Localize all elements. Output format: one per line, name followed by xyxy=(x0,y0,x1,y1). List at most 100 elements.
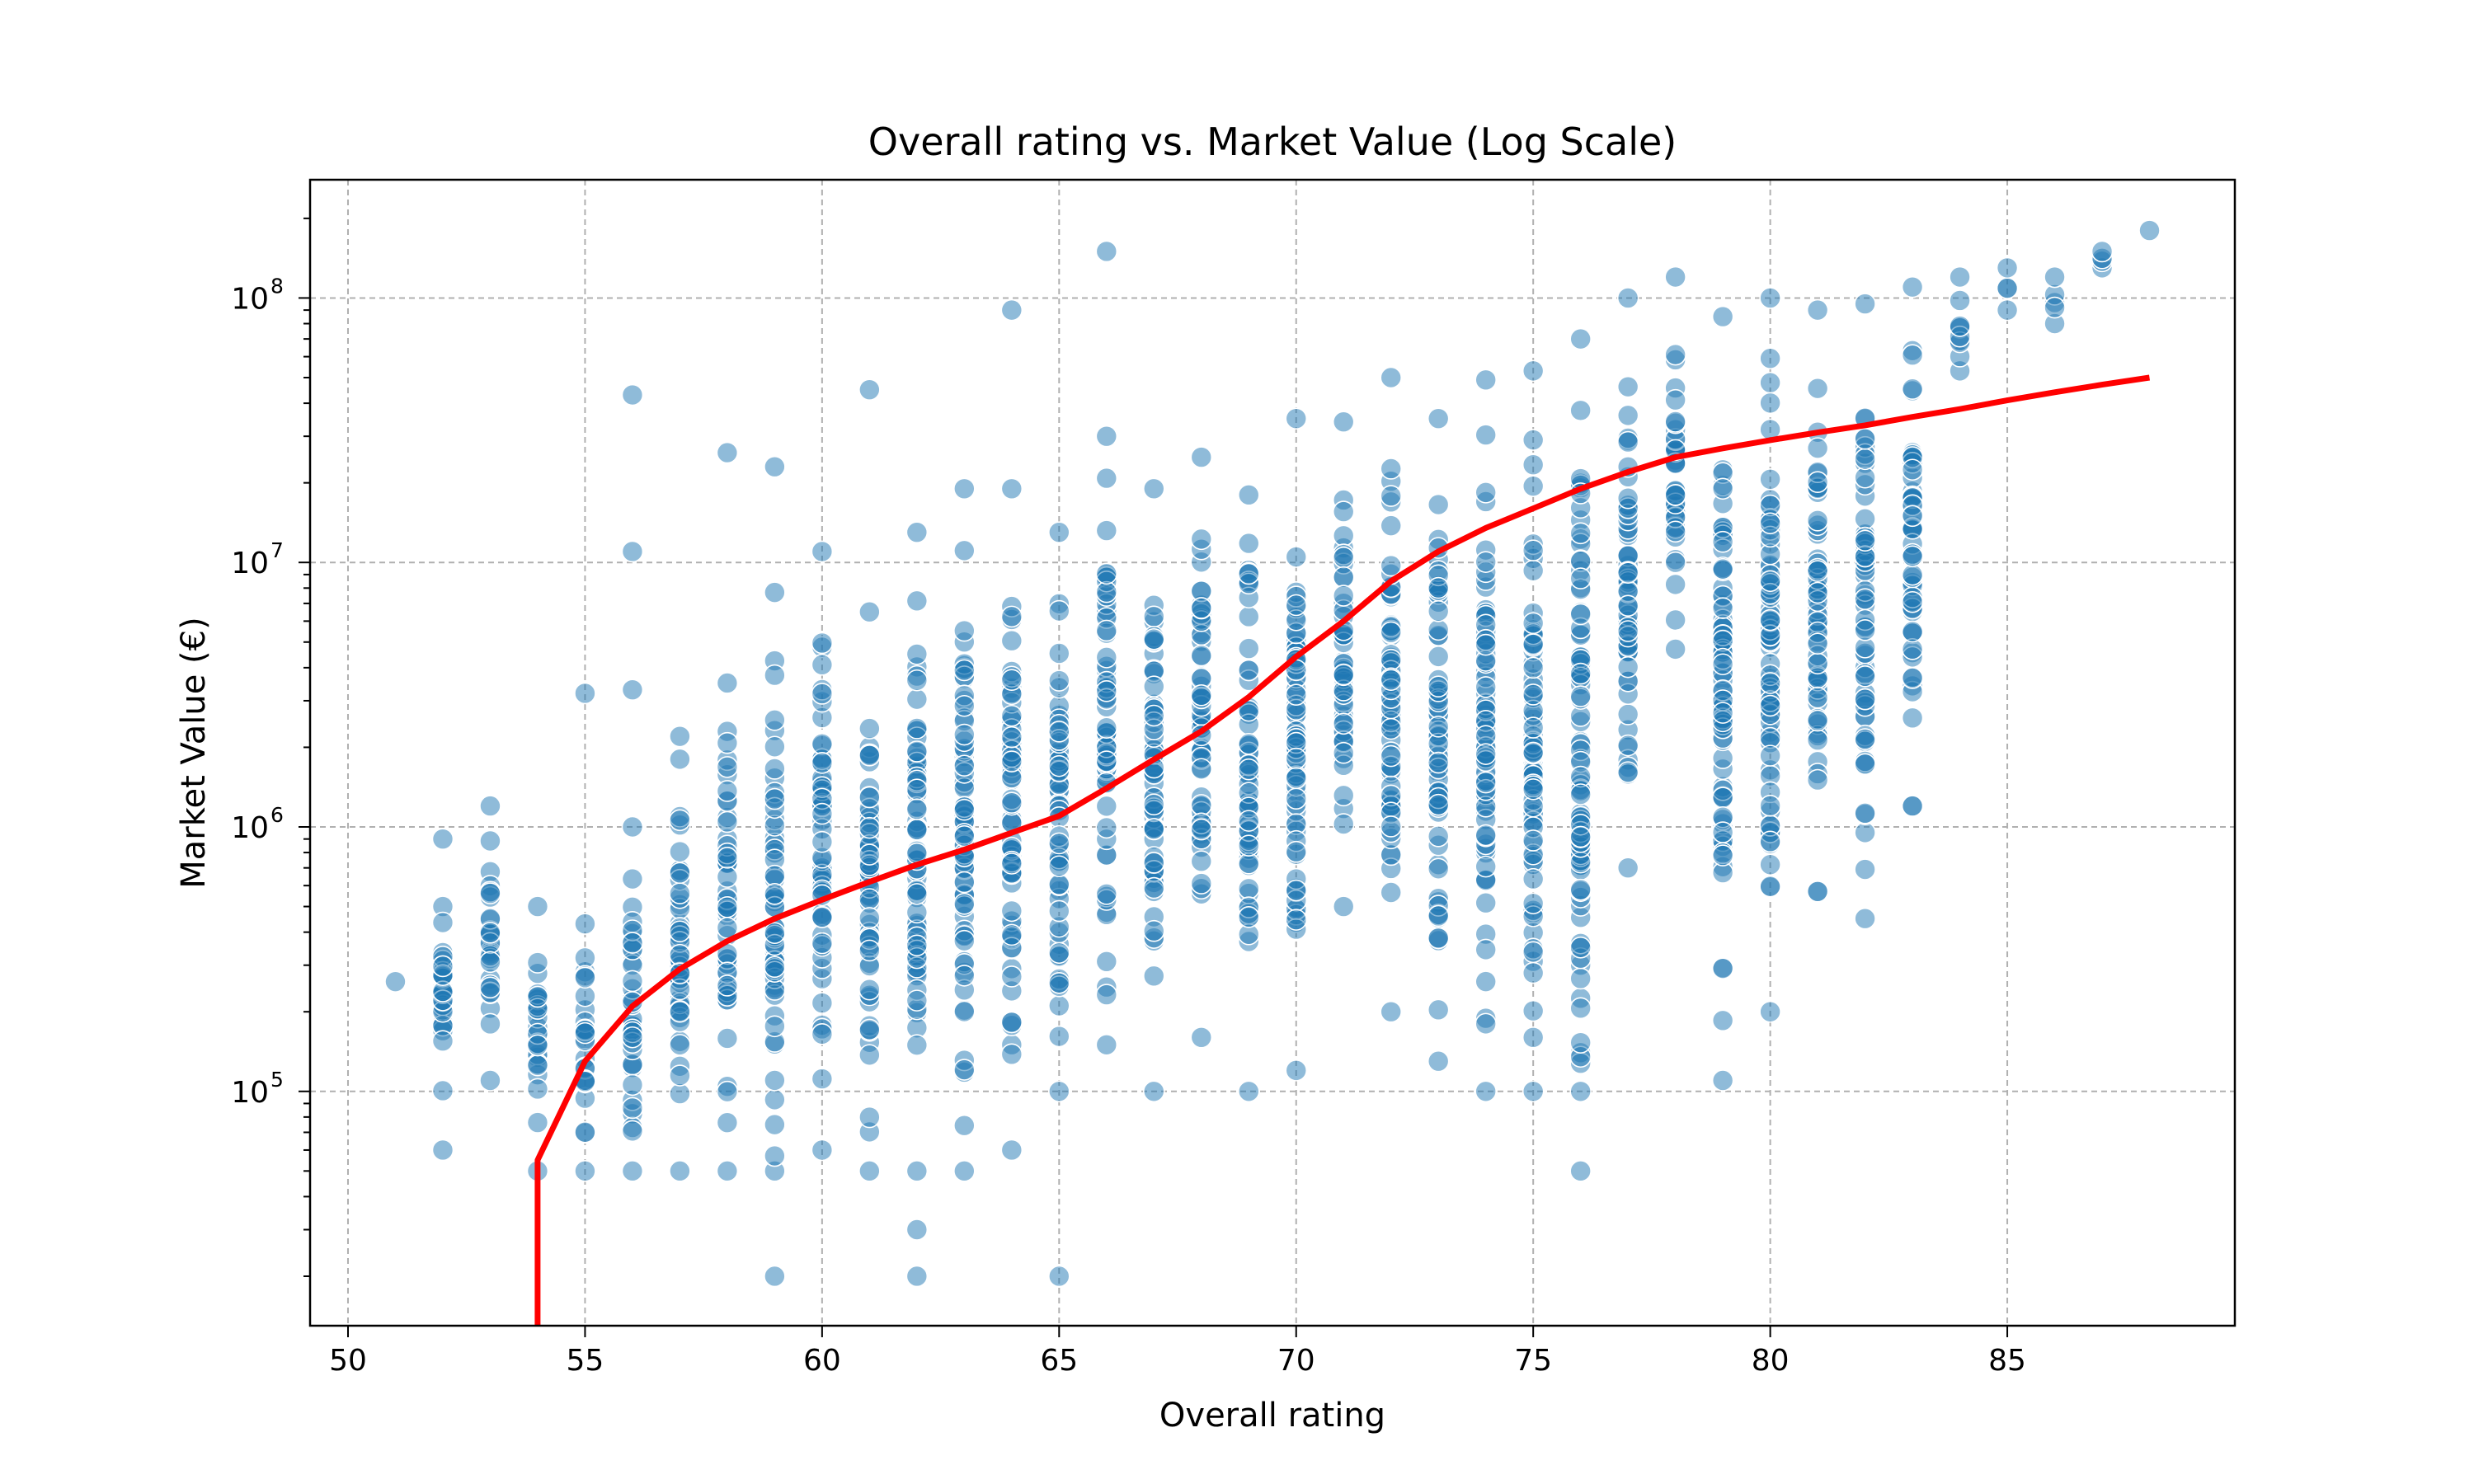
scatter-point xyxy=(1569,662,1592,685)
scatter-point xyxy=(1901,505,1924,528)
plot-frame xyxy=(308,178,2236,1327)
scatter-point xyxy=(764,787,786,810)
scatter-point xyxy=(1569,399,1592,422)
scatter-point xyxy=(858,1044,881,1067)
scatter-point xyxy=(1759,570,1781,593)
scatter-point xyxy=(1048,971,1070,994)
scatter-point xyxy=(1237,906,1260,928)
scatter-point xyxy=(1285,767,1308,790)
x-tick-label: 50 xyxy=(329,1344,367,1378)
scatter-point xyxy=(1000,965,1023,988)
scatter-point xyxy=(1711,787,1734,809)
scatter-point xyxy=(1000,704,1023,727)
scatter-point xyxy=(1190,644,1213,667)
scatter-point xyxy=(1332,566,1355,589)
scatter-point xyxy=(1237,834,1260,857)
scatter-point xyxy=(716,974,739,997)
scatter-point xyxy=(1475,824,1497,847)
scatter-point xyxy=(1759,830,1781,853)
scatter-point xyxy=(1427,716,1450,738)
scatter-point xyxy=(621,1160,644,1182)
scatter-point xyxy=(811,1139,834,1162)
scatter-point xyxy=(1380,717,1403,740)
scatter-point xyxy=(1616,594,1639,618)
scatter-point xyxy=(716,866,739,888)
scatter-point xyxy=(1616,620,1639,642)
scatter-point xyxy=(1759,287,1781,309)
scatter-point xyxy=(1901,275,1924,298)
scatter-point xyxy=(1332,813,1355,835)
scatter-point xyxy=(1048,994,1070,1017)
scatter-point xyxy=(621,1097,644,1120)
scatter-point xyxy=(1664,638,1686,660)
scatter-point xyxy=(526,951,549,974)
scatter-point xyxy=(1332,712,1355,735)
scatter-point xyxy=(1332,585,1355,607)
chart-title: Overall rating vs. Market Value (Log Sca… xyxy=(868,120,1677,164)
scatter-point xyxy=(1048,942,1070,965)
y-tick-label: 10 xyxy=(231,547,269,580)
scatter-point xyxy=(1475,771,1497,794)
y-tick-label: 10 xyxy=(231,282,269,316)
scatter-point xyxy=(1095,680,1118,702)
scatter-point xyxy=(1427,904,1450,928)
scatter-point xyxy=(1427,618,1450,641)
scatter-point xyxy=(1048,832,1070,855)
scatter-point xyxy=(526,895,549,918)
scatter-point xyxy=(1854,665,1876,688)
scatter-point xyxy=(1759,795,1781,817)
scatter-point xyxy=(621,1073,644,1097)
scatter-point xyxy=(1142,627,1165,650)
scatter-point xyxy=(1569,878,1592,901)
scatter-point xyxy=(953,694,976,717)
scatter-point xyxy=(716,780,739,802)
scatter-point xyxy=(716,731,739,754)
scatter-point xyxy=(431,955,454,978)
scatter-point xyxy=(1759,744,1781,767)
scatter-point xyxy=(1949,265,1971,289)
scatter-point xyxy=(858,1160,881,1182)
scatter-point xyxy=(1048,754,1070,777)
scatter-point xyxy=(669,748,691,771)
scatter-point xyxy=(1522,941,1545,964)
scatter-point xyxy=(1806,686,1829,709)
scatter-point xyxy=(669,1000,691,1023)
scatter-point xyxy=(1664,265,1686,289)
scatter-point xyxy=(1711,1009,1734,1032)
scatter-point xyxy=(1000,899,1023,923)
scatter-point xyxy=(479,882,501,904)
scatter-point xyxy=(1380,554,1403,577)
scatter-point xyxy=(811,1023,834,1045)
scatter-point xyxy=(1901,378,1924,401)
x-tick-label: 75 xyxy=(1514,1344,1552,1378)
scatter-point xyxy=(1475,938,1497,961)
scatter-point xyxy=(1475,369,1497,392)
scatter-point xyxy=(811,906,834,928)
scatter-point xyxy=(858,888,881,910)
scatter-point xyxy=(953,477,976,500)
scatter-point xyxy=(1664,551,1686,574)
scatter-point xyxy=(479,976,501,999)
scatter-point xyxy=(1475,633,1497,656)
scatter-point xyxy=(1854,753,1876,776)
scatter-point xyxy=(1048,1080,1070,1103)
scatter-point xyxy=(764,922,786,945)
scatter-point xyxy=(1427,751,1450,774)
scatter-point xyxy=(1237,758,1260,781)
scatter-point xyxy=(1522,359,1545,383)
scatter-point xyxy=(1616,703,1639,726)
scatter-point xyxy=(1427,407,1450,430)
scatter-point xyxy=(1000,750,1023,773)
scatter-point xyxy=(1427,825,1450,848)
scatter-point xyxy=(2044,265,2066,289)
scatter-point xyxy=(1285,683,1308,707)
scatter-point xyxy=(574,1160,596,1182)
scatter-point xyxy=(1190,818,1213,841)
x-tick-label: 60 xyxy=(803,1344,841,1378)
scatter-point xyxy=(1711,844,1734,866)
scatter-point xyxy=(1095,750,1118,773)
scatter-point xyxy=(1664,484,1686,506)
scatter-point xyxy=(621,540,644,563)
scatter-point xyxy=(1048,521,1070,543)
scatter-point xyxy=(1142,876,1165,899)
